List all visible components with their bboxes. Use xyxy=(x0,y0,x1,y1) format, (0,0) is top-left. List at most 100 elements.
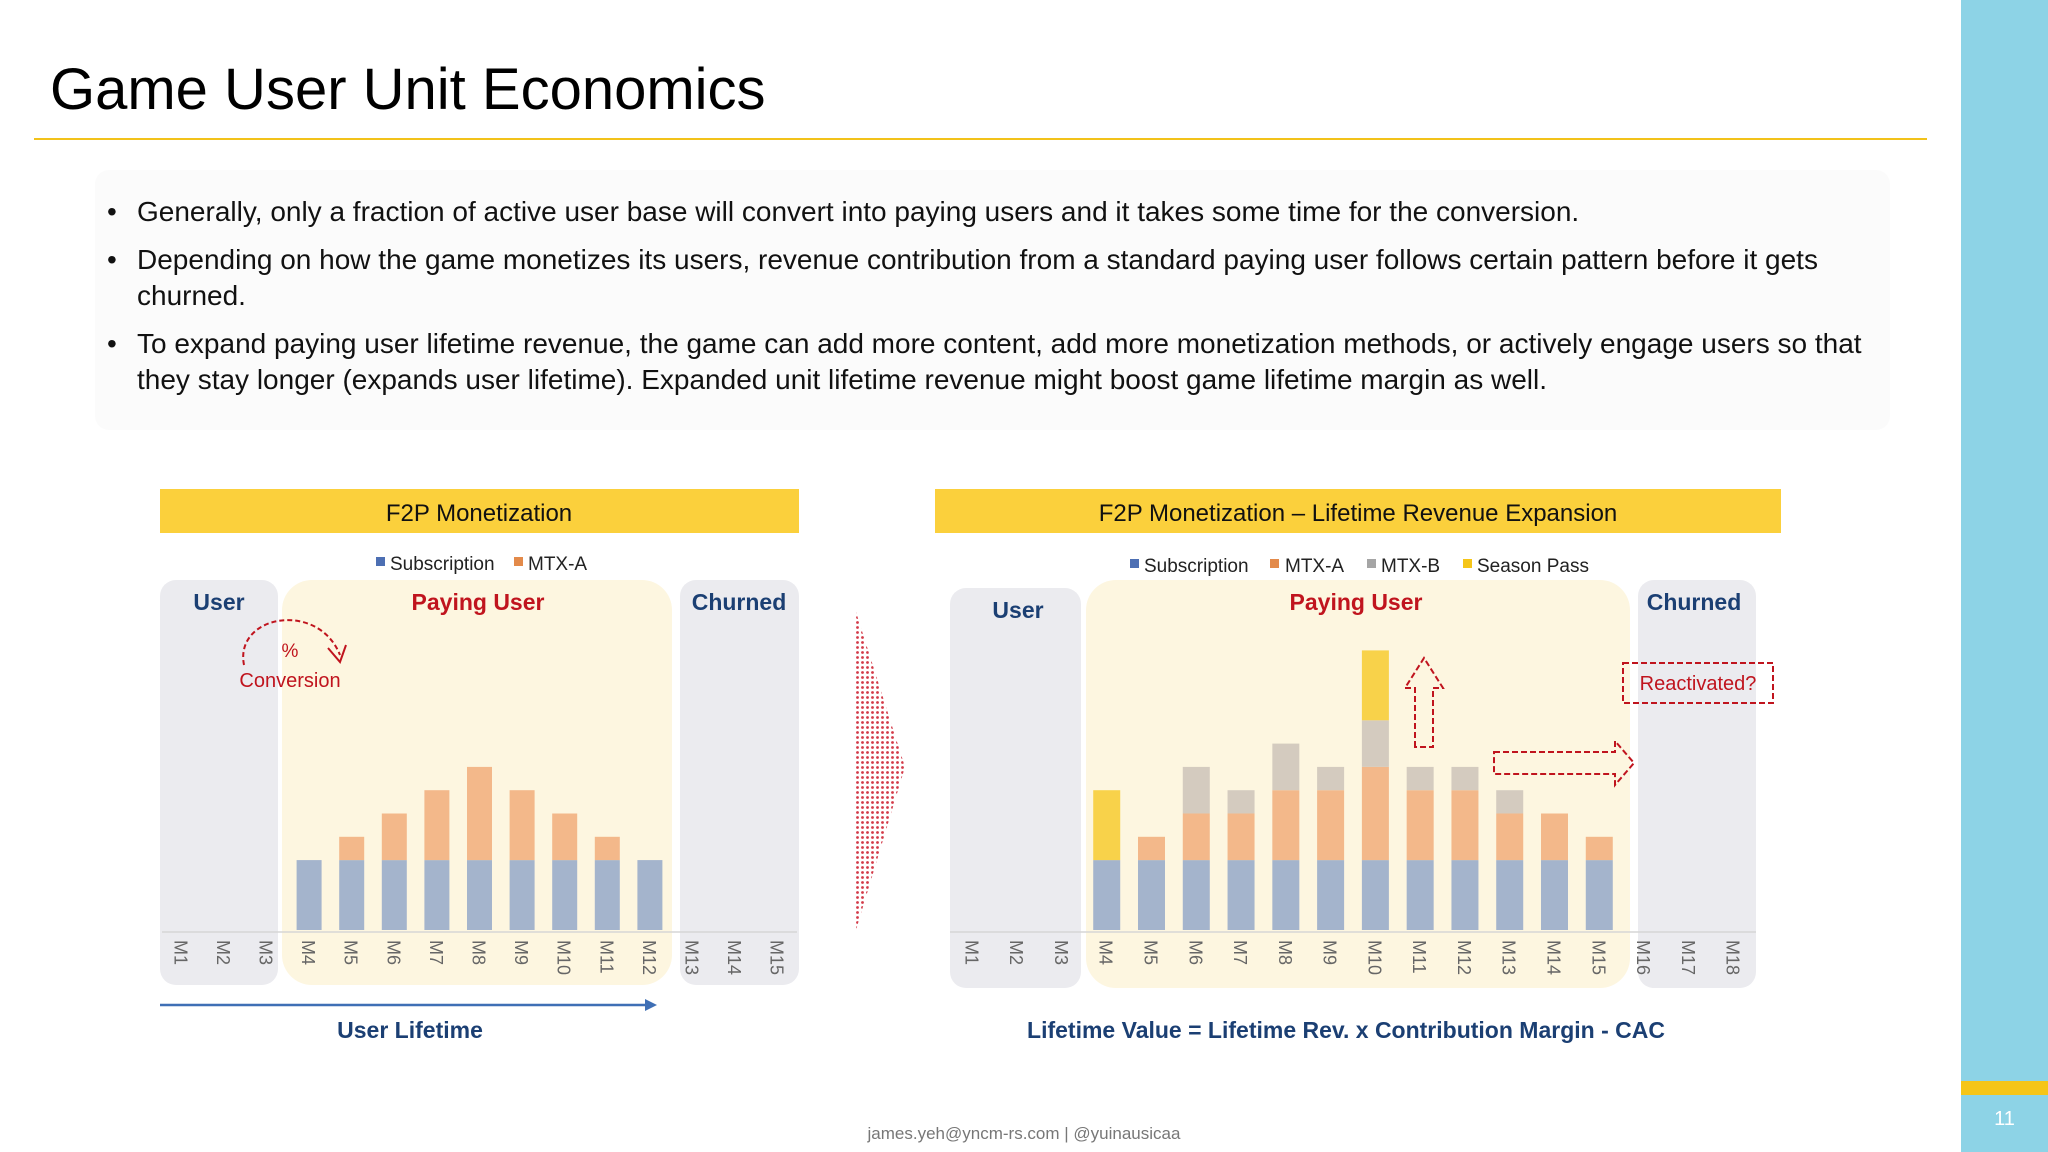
chart1-churned-region xyxy=(680,580,799,985)
title-divider xyxy=(34,138,1927,140)
chart1-user-label: User xyxy=(193,589,244,615)
user-lifetime-arrowhead-icon xyxy=(645,999,657,1011)
bar-mtx-a-m12 xyxy=(1451,790,1479,861)
sidebar-accent-stripe xyxy=(1961,1081,2048,1095)
bar-subscription-m10 xyxy=(1361,860,1389,930)
chart2-churned-label: Churned xyxy=(1647,589,1742,615)
chart2-header-bar xyxy=(935,489,1781,533)
user-lifetime-label: User Lifetime xyxy=(337,1017,483,1043)
chart1-churned-label: Churned xyxy=(692,589,787,615)
page-title: Game User Unit Economics xyxy=(50,57,766,122)
chart2-title: F2P Monetization – Lifetime Revenue Expa… xyxy=(1099,500,1618,527)
legend-swatch-subscription xyxy=(1130,559,1139,568)
footer-contact: james.yeh@yncm-rs.com | @yuinausicaa xyxy=(867,1124,1181,1143)
tick-label: M5 xyxy=(341,940,361,965)
right-sidebar xyxy=(1961,0,2048,1152)
bar-subscription-m8 xyxy=(467,860,492,930)
tick-label: M8 xyxy=(1275,940,1295,965)
tick-label: M2 xyxy=(1006,940,1026,965)
bar-subscription-m14 xyxy=(1541,860,1568,930)
bar-mtx-a-m10 xyxy=(552,813,578,861)
tick-label: M9 xyxy=(511,940,531,965)
bar-mtx-a-m5 xyxy=(1138,836,1165,861)
tick-label: M6 xyxy=(383,940,403,965)
bar-subscription-m6 xyxy=(1182,860,1210,930)
bar-mtx-b-m12 xyxy=(1451,766,1479,791)
bar-mtx-a-m15 xyxy=(1585,836,1613,861)
bar-subscription-m10 xyxy=(552,860,578,930)
bar-mtx-a-m8 xyxy=(1272,790,1300,861)
bar-mtx-a-m7 xyxy=(424,790,450,861)
legend-label-season-pass: Season Pass xyxy=(1477,556,1589,577)
legend-swatch-mtx-a xyxy=(1270,559,1279,568)
bar-subscription-m6 xyxy=(381,860,407,930)
bar-subscription-m8 xyxy=(1272,860,1300,930)
bar-mtx-b-m8 xyxy=(1272,743,1300,791)
tick-label: M13 xyxy=(682,940,702,975)
legend-swatch-mtx-b xyxy=(1367,559,1376,568)
transition-arrow-icon xyxy=(856,612,905,930)
tick-label: M2 xyxy=(213,940,233,965)
tick-label: M7 xyxy=(426,940,446,965)
tick-label: M15 xyxy=(1588,940,1608,975)
bar-mtx-b-m10 xyxy=(1361,720,1389,767)
bar-subscription-m12 xyxy=(1451,860,1479,930)
bar-subscription-m12 xyxy=(637,860,663,930)
chart1-tick-labels: M1 M2 M3 M4 M5 M6 M7 M8 M9 M10 M11 M12 M13 M14 M15 xyxy=(170,940,786,975)
bar-season-pass-m4 xyxy=(1093,790,1121,861)
chart2-tick-labels: M1 M2 M3 M4 M5 M6 M7 M8 M9 M10 M11 M12 M13 M14 M15 M16 M… xyxy=(961,940,1742,975)
conversion-percent: % xyxy=(282,641,299,662)
bar-subscription-m4 xyxy=(1093,860,1121,930)
chart1-title: F2P Monetization xyxy=(386,500,572,527)
tick-label: M4 xyxy=(298,940,318,965)
tick-label: M13 xyxy=(1499,940,1519,975)
ltv-formula: Lifetime Value = Lifetime Rev. x Contrib… xyxy=(1027,1017,1665,1043)
bar-subscription-m15 xyxy=(1585,860,1613,930)
bar-subscription-m5 xyxy=(1138,860,1165,930)
tick-label: M6 xyxy=(1185,940,1205,965)
bar-subscription-m9 xyxy=(509,860,535,930)
chart1-bars xyxy=(296,766,663,930)
bar-season-pass-m10 xyxy=(1361,650,1389,721)
bar-mtx-a-m6 xyxy=(1182,813,1210,861)
bullet-item: Generally, only a fraction of active use… xyxy=(107,194,1867,230)
tick-label: M11 xyxy=(596,940,616,974)
expansion-up-arrow-icon xyxy=(1403,656,1445,748)
reactivated-label: Reactivated? xyxy=(1640,673,1757,695)
tick-label: M16 xyxy=(1633,940,1653,975)
bar-mtx-b-m11 xyxy=(1406,766,1434,791)
bar-mtx-a-m11 xyxy=(594,836,620,861)
bar-subscription-m4 xyxy=(296,860,322,930)
tick-label: M14 xyxy=(724,940,744,975)
tick-label: M3 xyxy=(256,940,276,965)
bar-subscription-m7 xyxy=(1227,860,1255,930)
bar-subscription-m9 xyxy=(1317,860,1345,930)
tick-label: M8 xyxy=(469,940,489,965)
bar-mtx-a-m7 xyxy=(1227,813,1255,861)
tick-label: M9 xyxy=(1320,940,1340,965)
tick-label: M1 xyxy=(170,940,190,965)
chart1-user-region xyxy=(160,580,278,985)
tick-label: M11 xyxy=(1409,940,1429,974)
legend-label-mtx-b: MTX-B xyxy=(1381,556,1440,577)
tick-label: M12 xyxy=(1454,940,1474,975)
legend-label-subscription: Subscription xyxy=(1144,556,1249,577)
legend-swatch-season-pass xyxy=(1463,559,1472,568)
bullet-list: Generally, only a fraction of active use… xyxy=(107,194,1867,410)
bullet-item: To expand paying user lifetime revenue, … xyxy=(107,326,1867,398)
bar-subscription-m13 xyxy=(1496,860,1524,930)
bar-mtx-a-m13 xyxy=(1496,813,1524,861)
chart2-paying-region xyxy=(1086,580,1630,988)
bar-mtx-a-m14 xyxy=(1541,813,1568,861)
tick-label: M7 xyxy=(1230,940,1250,965)
tick-label: M12 xyxy=(639,940,659,975)
tick-label: M17 xyxy=(1678,940,1698,975)
bar-subscription-m7 xyxy=(424,860,450,930)
legend-swatch-mtx-a xyxy=(514,557,523,566)
chart2-user-label: User xyxy=(992,597,1043,623)
tick-label: M10 xyxy=(1364,940,1384,975)
legend-label-mtx-a: MTX-A xyxy=(1285,556,1344,577)
bar-subscription-m11 xyxy=(594,860,620,930)
chart2-churned-region xyxy=(1638,580,1756,988)
chart1-paying-label: Paying User xyxy=(412,589,545,615)
